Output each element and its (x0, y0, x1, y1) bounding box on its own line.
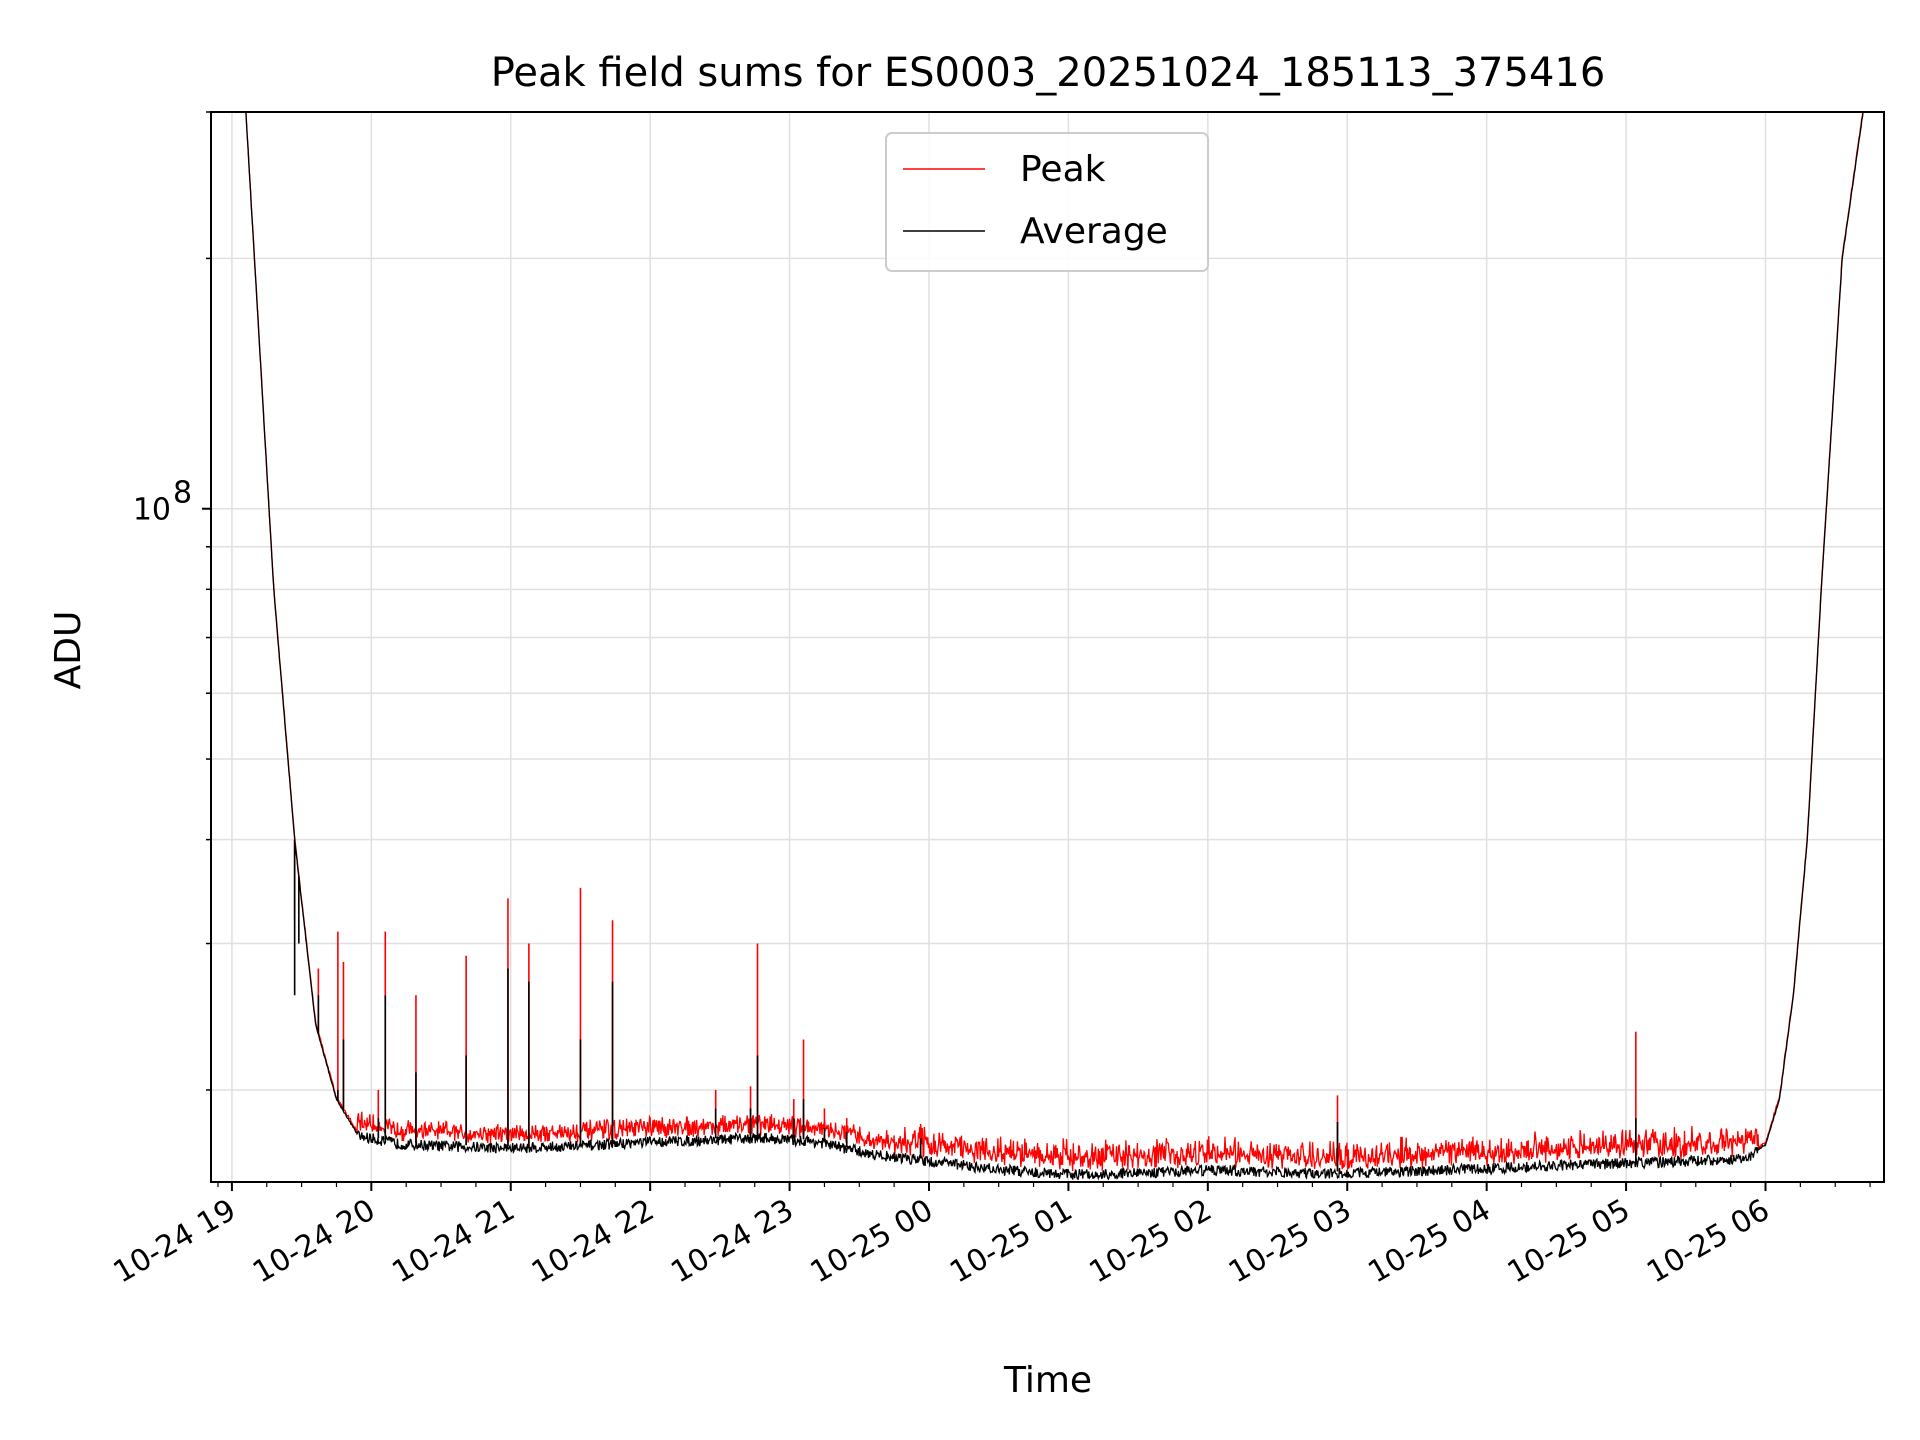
x-tick-label: 10-24 21 (386, 1193, 520, 1291)
legend: Peak Average (885, 132, 1209, 272)
x-axis-ticks: 10-24 19 10-24 20 10-24 21 10-24 22 10-24 23… (108, 1182, 1871, 1291)
y-tick-label: 10 (133, 493, 171, 528)
legend-average-label: Average (1020, 211, 1168, 252)
legend-peak-label: Peak (1020, 149, 1106, 190)
average-series-line (245, 112, 1864, 1181)
x-tick-label: 10-24 19 (108, 1193, 242, 1291)
x-tick-label: 10-25 01 (944, 1193, 1078, 1291)
x-tick-label: 10-25 00 (805, 1193, 939, 1291)
x-tick-label: 10-24 20 (247, 1193, 381, 1291)
x-tick-label: 10-25 06 (1641, 1193, 1775, 1291)
legend-box (885, 132, 1209, 272)
x-axis-label: Time (1003, 1360, 1092, 1401)
peak-series-line (245, 112, 1864, 1172)
x-tick-label: 10-24 23 (665, 1193, 799, 1291)
chart-title: Peak field sums for ES0003_20251024_1851… (491, 50, 1606, 96)
series-layer (245, 112, 1864, 1181)
plot-frame (210, 111, 1885, 1183)
y-tick-exponent: 8 (173, 476, 192, 511)
x-tick-label: 10-24 22 (526, 1193, 660, 1291)
x-tick-label: 10-25 05 (1502, 1193, 1636, 1291)
grid-lines (211, 111, 1884, 1182)
y-axis-ticks: 10 8 (133, 111, 211, 1091)
y-axis-label: ADU (48, 611, 89, 690)
x-tick-label: 10-25 02 (1084, 1193, 1218, 1291)
x-tick-label: 10-25 03 (1223, 1193, 1357, 1291)
x-tick-label: 10-25 04 (1362, 1193, 1496, 1291)
